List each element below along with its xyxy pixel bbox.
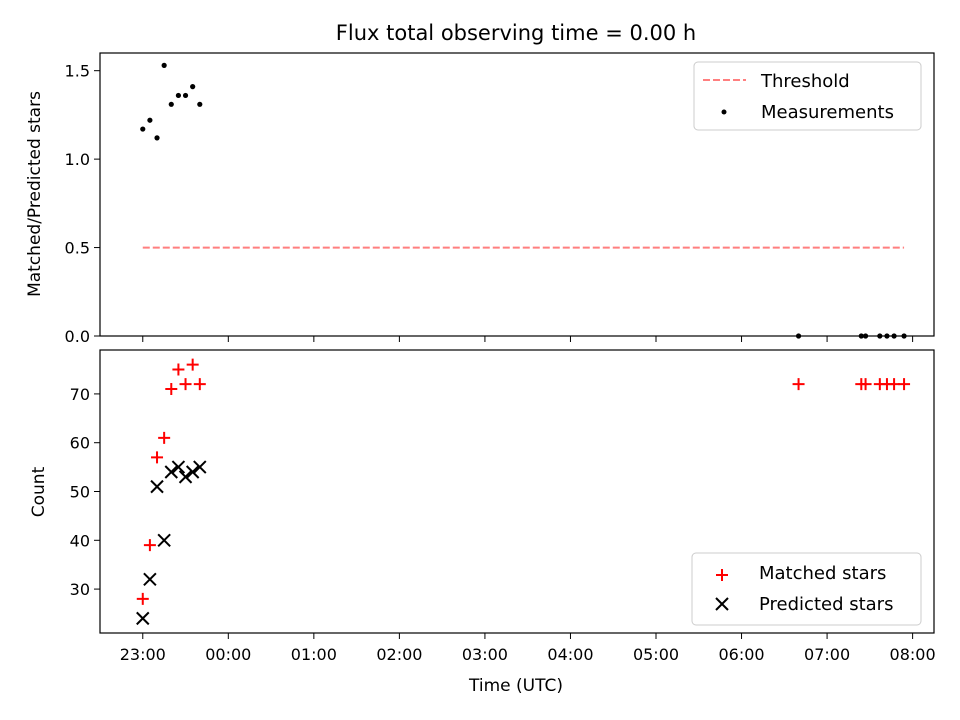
measurement-point xyxy=(147,117,153,123)
legend-matched-label: Matched stars xyxy=(759,563,886,584)
bottom-x-tick-label: 03:00 xyxy=(462,645,508,664)
measurement-point xyxy=(175,92,182,99)
bottom-x-tick-label: 06:00 xyxy=(718,645,764,664)
predicted-star-point xyxy=(178,470,193,484)
legend-matched-swatch xyxy=(716,569,728,581)
bottom-y-tick-label: 30 xyxy=(70,580,90,599)
bottom-y-tick-label: 40 xyxy=(70,531,90,550)
measurement-point xyxy=(168,101,174,107)
legend-threshold-label: Threshold xyxy=(760,71,850,92)
measurement-point xyxy=(154,135,160,141)
predicted-star-point xyxy=(193,460,207,474)
measurement-point xyxy=(190,84,196,90)
legend-measurements-label: Measurements xyxy=(761,102,894,123)
top-legend-box xyxy=(693,61,922,131)
matched-star-point xyxy=(151,451,164,464)
matched-star-point xyxy=(792,378,805,391)
measurement-point xyxy=(901,333,907,339)
bottom-x-tick-label: 00:00 xyxy=(205,645,251,664)
predicted-star-point xyxy=(164,465,178,479)
x-axis-label: Time (UTC) xyxy=(468,676,563,696)
bottom-x-tick-label: 08:00 xyxy=(890,645,936,664)
matched-star-point xyxy=(143,539,156,552)
top-plot: 0.0 0.5 1.0 1.5 xyxy=(65,52,935,346)
top-y-axis-label: Matched/Predicted stars xyxy=(25,91,45,297)
matched-star-point xyxy=(172,363,185,376)
predicted-star-point xyxy=(171,460,186,474)
measurement-point xyxy=(862,333,869,339)
top-y-tick-label: 0.0 xyxy=(65,327,90,346)
measurement-point xyxy=(884,333,890,339)
bottom-plot: 30 40 50 60 70 23:00 00:00 01:00 02:00 03:00 04:00… xyxy=(70,349,936,664)
bottom-x-tick-label: 01:00 xyxy=(291,645,337,664)
top-legend: Threshold Measurements xyxy=(693,61,922,131)
matched-star-point xyxy=(158,431,171,444)
matched-star-point xyxy=(186,358,199,371)
bottom-x-tick-label: 04:00 xyxy=(547,645,593,664)
bottom-y-tick-label: 70 xyxy=(70,385,90,404)
matched-star-point xyxy=(136,592,149,605)
matched-star-point xyxy=(179,378,192,391)
predicted-star-point xyxy=(185,465,200,479)
bottom-x-tick-label: 23:00 xyxy=(120,645,166,664)
bottom-y-axis-label: Count xyxy=(29,466,49,517)
measurement-point xyxy=(140,126,146,132)
bottom-legend-box xyxy=(691,552,922,626)
top-y-tick-label: 0.5 xyxy=(65,239,90,258)
measurement-point xyxy=(877,333,883,339)
measurement-point xyxy=(858,333,864,339)
predicted-star-point xyxy=(157,533,171,548)
measurement-point xyxy=(197,101,203,107)
legend-measurements-swatch xyxy=(721,109,727,115)
measurement-point xyxy=(182,92,189,99)
bottom-x-tick-label: 07:00 xyxy=(804,645,850,664)
measurement-point xyxy=(891,333,897,339)
bottom-x-tick-label: 05:00 xyxy=(633,645,679,664)
bottom-legend: Matched stars Predicted stars xyxy=(691,552,922,626)
legend-predicted-label: Predicted stars xyxy=(759,594,893,615)
measurement-point xyxy=(161,62,167,68)
predicted-star-point xyxy=(150,479,164,494)
top-y-tick-label: 1.0 xyxy=(65,150,90,169)
bottom-x-tick-label: 02:00 xyxy=(376,645,422,664)
top-axes-frame xyxy=(99,52,935,337)
predicted-star-point xyxy=(143,572,157,587)
bottom-y-tick-label: 50 xyxy=(70,483,90,502)
bottom-y-tick-label: 60 xyxy=(70,434,90,453)
legend-predicted-swatch xyxy=(715,597,729,611)
matched-star-point xyxy=(165,383,178,396)
measurement-point xyxy=(795,333,802,339)
top-y-tick-label: 1.5 xyxy=(65,62,90,81)
matched-star-point xyxy=(898,378,911,391)
matched-star-point xyxy=(193,378,206,391)
matched-star-point xyxy=(859,378,872,391)
chart-title: Flux total observing time = 0.00 h xyxy=(336,21,696,45)
predicted-star-point xyxy=(136,611,150,626)
